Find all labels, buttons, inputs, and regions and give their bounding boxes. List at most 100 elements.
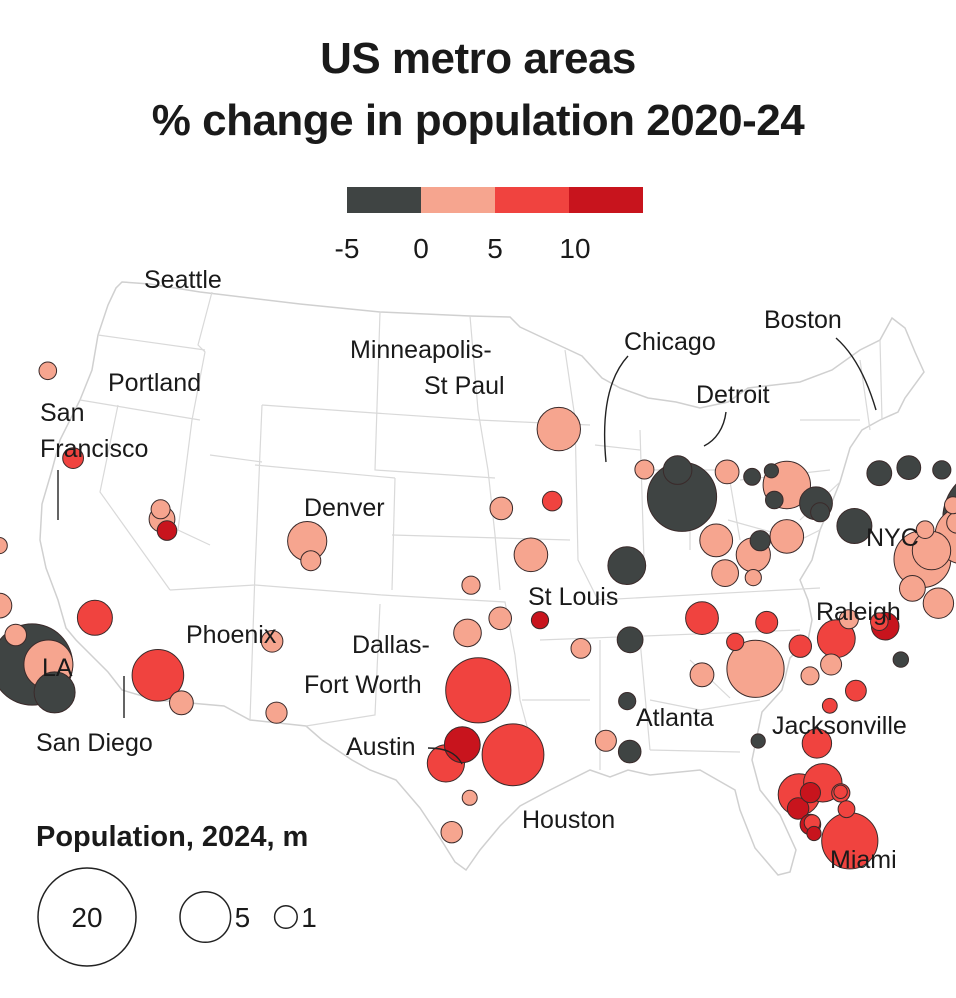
metro-dot: Allentown xyxy=(946,511,956,534)
metro-dot: Baton Rouge xyxy=(594,729,617,752)
metro-dot: Minneapolis-St Paul xyxy=(536,406,581,452)
metro-dot: Augusta xyxy=(800,666,820,686)
color-legend-bin-4 xyxy=(569,187,643,213)
label-seattle: Seattle xyxy=(144,266,222,294)
size-legend-circle xyxy=(273,904,298,930)
metro-dot: Austin xyxy=(443,726,481,764)
metro-dot: Winston-Salem xyxy=(838,609,859,630)
metro-dot: Fayetteville AR xyxy=(530,611,550,630)
metro-dot: Albuquerque xyxy=(260,630,284,653)
metro-dot: Tucson xyxy=(169,690,194,716)
leader-line-austin xyxy=(427,747,463,765)
label-sf-line1: San xyxy=(40,399,84,427)
metro-dot: Charleston xyxy=(845,679,867,702)
color-legend-bin-3 xyxy=(495,187,569,213)
metro-dot: Phoenix xyxy=(131,649,185,702)
city-labels: Seattle Portland San Francisco LA San Di… xyxy=(36,266,919,874)
metro-dot: Melbourne xyxy=(833,784,848,799)
metro-dot: Syracuse xyxy=(932,460,952,480)
color-legend-tick: -5 xyxy=(335,233,360,264)
metro-dot: Tallahassee xyxy=(750,733,766,749)
label-jacksonville: Jacksonville xyxy=(772,712,907,740)
metro-dot: Dallas-Fort Worth xyxy=(445,657,512,724)
metro-dot: Savannah xyxy=(821,697,838,714)
size-legend: Population, 2024, m 20 5 1 xyxy=(36,821,317,967)
metro-dot: Colorado Springs xyxy=(300,550,322,572)
metro-dot: New Orleans xyxy=(617,739,642,764)
leader-line-chicago xyxy=(603,355,629,463)
metro-dots: New YorkLos AngelesChicagoDallas-Fort Wo… xyxy=(0,361,956,870)
metro-dot: Des Moines xyxy=(541,490,563,512)
metro-dot: North Port xyxy=(786,797,810,820)
metro-dot: Dayton xyxy=(749,530,771,552)
label-dfw-line1: Dallas- xyxy=(352,631,430,659)
title-line-1: US metro areas xyxy=(320,34,636,83)
color-legend-bin-1 xyxy=(347,187,421,213)
metro-dot: Chattanooga xyxy=(726,632,745,652)
metro-dot: Spokane xyxy=(38,361,58,381)
leader-lines xyxy=(57,337,877,765)
label-nyc: NYC xyxy=(866,524,919,552)
label-miami: Miami xyxy=(830,846,897,874)
label-stlouis: St Louis xyxy=(528,583,618,611)
metro-dot: El Paso xyxy=(265,701,288,724)
label-austin: Austin xyxy=(346,733,415,761)
color-legend-bin-2 xyxy=(421,187,495,213)
label-sf-line2: Francisco xyxy=(40,435,148,463)
color-legend-tick: 5 xyxy=(487,233,503,264)
metro-dot: Port St Lucie xyxy=(837,800,856,819)
color-legend: -5 0 5 10 xyxy=(335,187,643,264)
metro-dot: Greenville xyxy=(788,634,812,658)
metro-dot: Jackson xyxy=(618,692,637,711)
size-legend-label: 5 xyxy=(235,902,251,933)
metro-dot: Houston xyxy=(481,723,545,787)
size-legend-label: 1 xyxy=(301,902,317,933)
metro-dot: Lakeland xyxy=(799,782,822,804)
size-legend-label: 20 xyxy=(71,902,102,933)
metro-dot: Jacksonville xyxy=(801,728,833,759)
us-basemap xyxy=(39,281,925,876)
metro-dot: Omaha xyxy=(489,496,514,521)
metro-dot: Bakersfield xyxy=(4,623,27,647)
metro-dot: Buffalo xyxy=(866,460,893,487)
metro-dot: Ogden xyxy=(150,499,171,520)
metro-dot: Kansas City xyxy=(513,537,549,573)
label-phoenix: Phoenix xyxy=(186,621,277,649)
metro-dot: Lexington xyxy=(744,569,762,587)
metro-dot: Corpus Christi xyxy=(461,789,478,806)
label-houston: Houston xyxy=(522,806,615,834)
metro-dot: Toledo xyxy=(765,490,784,510)
leader-line-detroit xyxy=(703,411,727,447)
metro-dot: Wilmington xyxy=(892,651,909,668)
metro-dot: Reno xyxy=(0,537,8,555)
metro-dot: Wichita xyxy=(461,575,481,595)
metro-dot: Durham xyxy=(870,612,889,632)
metro-dot: Rochester xyxy=(896,455,922,481)
metro-dot: Virginia Beach xyxy=(922,587,955,619)
label-boston: Boston xyxy=(764,306,842,334)
metro-dot: Fresno xyxy=(0,592,13,619)
leader-line-boston xyxy=(835,337,877,411)
metro-dot: Milwaukee xyxy=(662,455,693,485)
size-legend-circle xyxy=(37,867,137,967)
label-detroit: Detroit xyxy=(696,381,770,409)
label-chicago: Chicago xyxy=(624,328,716,356)
size-legend-circle xyxy=(179,890,232,944)
metro-dot: Atlanta xyxy=(726,639,785,698)
metro-dot: Grand Rapids xyxy=(714,459,740,485)
metro-dot: Columbia xyxy=(820,653,843,676)
metro-dot: Akron xyxy=(810,502,831,523)
metro-dot: Knoxville xyxy=(755,610,779,634)
metro-dot: Las Vegas xyxy=(76,599,113,636)
metro-dot: Provo xyxy=(156,520,178,541)
metro-dot: McAllen xyxy=(440,821,463,844)
metro-dot: St Louis xyxy=(607,546,647,585)
label-msp-line2: St Paul xyxy=(424,372,505,400)
metro-dot: Columbus xyxy=(769,519,805,554)
metro-dot: Little Rock xyxy=(570,638,592,659)
metro-dot: Flint xyxy=(763,463,780,479)
size-legend-title: Population, 2024, m xyxy=(36,821,308,853)
label-denver: Denver xyxy=(304,494,385,522)
metro-dot: Scranton xyxy=(944,496,956,515)
